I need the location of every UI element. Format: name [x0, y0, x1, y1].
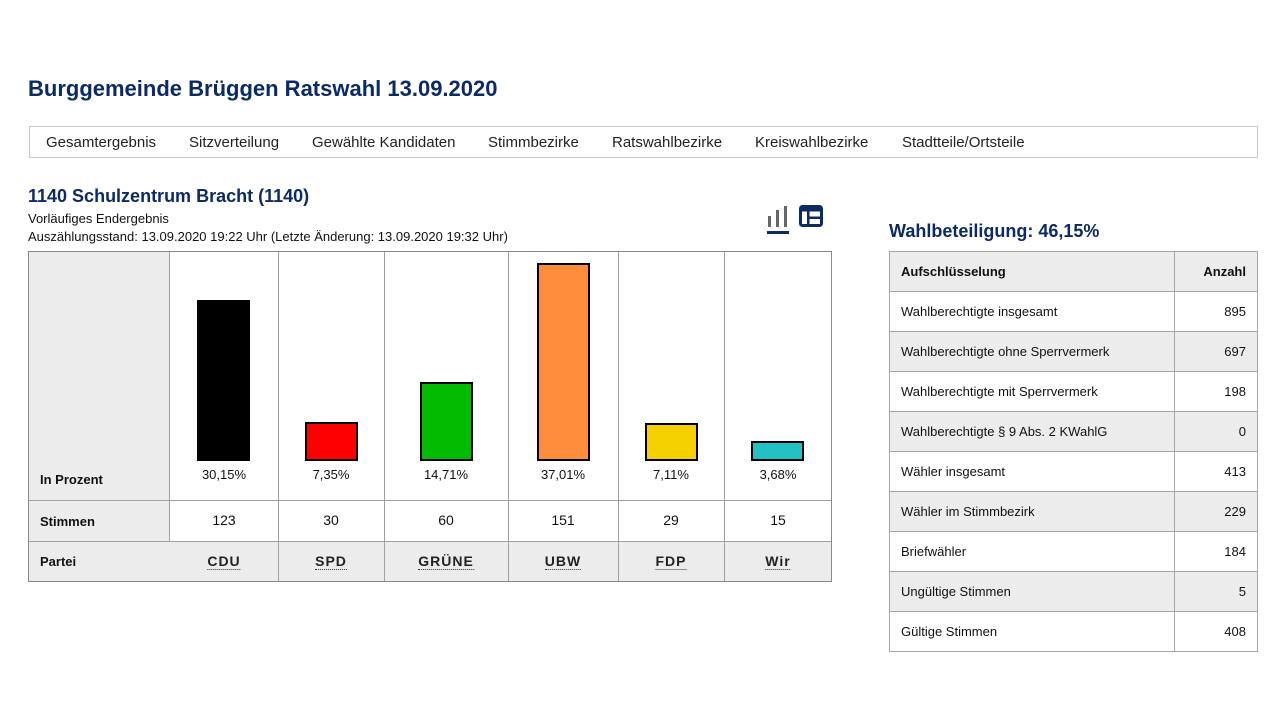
percent-label-ubw: 37,01% — [540, 467, 586, 482]
results-nav: Gesamtergebnis Sitzverteilung Gewählte K… — [29, 126, 1258, 158]
nav-ratswahlbezirke[interactable]: Ratswahlbezirke — [612, 134, 723, 151]
turnout-breakdown-table: Aufschlüsselung Anzahl Wahlberechtigte i… — [889, 251, 1258, 652]
column-divider — [618, 252, 619, 581]
table-row: Wahlberechtigte ohne Sperrvermerk 697 — [889, 331, 1258, 372]
row-label: Wähler insgesamt — [889, 451, 1175, 492]
table-row: Ungültige Stimmen 5 — [889, 571, 1258, 612]
table-row: Wahlberechtigte mit Sperrvermerk 198 — [889, 371, 1258, 412]
bar-gruene — [420, 382, 473, 461]
column-divider — [508, 252, 509, 581]
nav-gewaehlte-kandidaten[interactable]: Gewählte Kandidaten — [312, 134, 456, 151]
table-row: Briefwähler 184 — [889, 531, 1258, 572]
count-timestamp: Auszählungsstand: 13.09.2020 19:22 Uhr (… — [28, 229, 508, 244]
bar-wir — [751, 441, 804, 461]
table-row: Gültige Stimmen 408 — [889, 611, 1258, 652]
votes-fdp: 29 — [663, 512, 679, 528]
page-title: Burggemeinde Brüggen Ratswahl 13.09.2020 — [28, 76, 498, 101]
percent-label-wir: 3,68% — [759, 467, 797, 482]
row-value: 184 — [1174, 531, 1258, 572]
party-link-cdu[interactable]: CDU — [207, 553, 241, 570]
row-label: Wähler im Stimmbezirk — [889, 491, 1175, 532]
row-divider — [29, 500, 831, 501]
table-row: Wahlberechtigte insgesamt 895 — [889, 291, 1258, 332]
row-label-percent: In Prozent — [40, 472, 103, 487]
party-link-spd[interactable]: SPD — [315, 553, 347, 570]
percent-label-fdp: 7,11% — [653, 467, 689, 482]
results-chart: In Prozent Stimmen Partei 30,15% 123 CDU 7,… — [28, 251, 832, 582]
percent-label-gruene: 14,71% — [423, 467, 469, 482]
votes-cdu: 123 — [212, 512, 236, 528]
row-value: 229 — [1174, 491, 1258, 532]
column-divider — [724, 252, 725, 581]
row-label: Wahlberechtigte insgesamt — [889, 291, 1175, 332]
district-title: 1140 Schulzentrum Bracht (1140) — [28, 186, 310, 206]
table-row: Wähler insgesamt 413 — [889, 451, 1258, 492]
nav-gesamtergebnis[interactable]: Gesamtergebnis — [46, 134, 157, 151]
bar-cdu — [197, 300, 250, 461]
row-label: Wahlberechtigte § 9 Abs. 2 KWahlG — [889, 411, 1175, 452]
column-divider — [278, 252, 279, 581]
party-link-ubw[interactable]: UBW — [544, 553, 582, 570]
nav-stimmbezirke[interactable]: Stimmbezirke — [488, 134, 579, 151]
row-value: 895 — [1174, 291, 1258, 332]
party-row — [29, 541, 831, 581]
bar-fdp — [645, 423, 698, 461]
votes-ubw: 151 — [551, 512, 575, 528]
bar-spd — [305, 422, 358, 461]
bar-chart-icon[interactable] — [766, 204, 790, 234]
row-value: 413 — [1174, 451, 1258, 492]
turnout-heading: Wahlbeteiligung: 46,15% — [889, 221, 1100, 241]
percent-label-cdu: 30,15% — [201, 467, 247, 482]
nav-kreiswahlbezirke[interactable]: Kreiswahlbezirke — [755, 134, 869, 151]
nav-stadtteile-ortsteile[interactable]: Stadtteile/Ortsteile — [902, 134, 1025, 151]
party-link-wir[interactable]: Wir — [765, 553, 791, 570]
row-divider — [29, 541, 831, 542]
row-label-column — [29, 252, 170, 581]
votes-spd: 30 — [323, 512, 339, 528]
party-link-fdp[interactable]: FDP — [655, 553, 687, 570]
party-link-gruene[interactable]: GRÜNE — [418, 553, 474, 570]
column-divider — [384, 252, 385, 581]
row-label: Briefwähler — [889, 531, 1175, 572]
row-value: 198 — [1174, 371, 1258, 412]
row-label: Gültige Stimmen — [889, 611, 1175, 652]
row-value: 5 — [1174, 571, 1258, 612]
bar-ubw — [537, 263, 590, 461]
row-label: Wahlberechtigte ohne Sperrvermerk — [889, 331, 1175, 372]
row-label: Wahlberechtigte mit Sperrvermerk — [889, 371, 1175, 412]
result-status: Vorläufiges Endergebnis — [28, 211, 169, 226]
table-header-row: Aufschlüsselung Anzahl — [889, 251, 1258, 292]
votes-wir: 15 — [770, 512, 786, 528]
table-row: Wähler im Stimmbezirk 229 — [889, 491, 1258, 532]
row-label-votes: Stimmen — [40, 514, 95, 529]
votes-gruene: 60 — [438, 512, 454, 528]
table-row: Wahlberechtigte § 9 Abs. 2 KWahlG 0 — [889, 411, 1258, 452]
row-label-party: Partei — [40, 554, 77, 569]
table-icon[interactable] — [799, 205, 823, 227]
row-value: 408 — [1174, 611, 1258, 652]
row-label: Ungültige Stimmen — [889, 571, 1175, 612]
row-value: 0 — [1174, 411, 1258, 452]
header-count: Anzahl — [1174, 251, 1258, 292]
nav-sitzverteilung[interactable]: Sitzverteilung — [189, 134, 280, 151]
percent-label-spd: 7,35% — [312, 467, 350, 482]
row-value: 697 — [1174, 331, 1258, 372]
header-breakdown: Aufschlüsselung — [889, 251, 1175, 292]
